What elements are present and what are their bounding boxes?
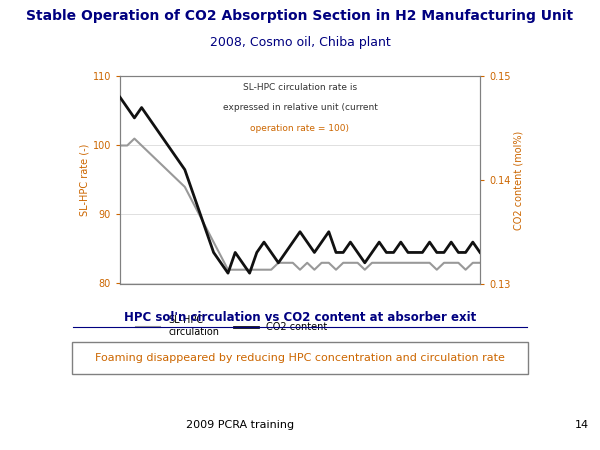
Text: 14: 14 xyxy=(575,420,589,430)
Text: expressed in relative unit (current: expressed in relative unit (current xyxy=(223,104,377,112)
Text: operation rate = 100): operation rate = 100) xyxy=(251,124,349,133)
Text: Stable Operation of CO2 Absorption Section in H2 Manufacturing Unit: Stable Operation of CO2 Absorption Secti… xyxy=(26,9,574,23)
FancyBboxPatch shape xyxy=(72,342,528,374)
Y-axis label: SL-HPC rate (-): SL-HPC rate (-) xyxy=(80,144,90,216)
Y-axis label: CO2 content (mol%): CO2 content (mol%) xyxy=(514,130,523,230)
Text: HPC sol'n circulation vs CO2 content at absorber exit: HPC sol'n circulation vs CO2 content at … xyxy=(124,311,476,324)
Text: SL-HPC circulation rate is: SL-HPC circulation rate is xyxy=(243,83,357,92)
Legend: SL-HPC
circulation, CO2 content: SL-HPC circulation, CO2 content xyxy=(132,311,331,341)
Text: 2008, Cosmo oil, Chiba plant: 2008, Cosmo oil, Chiba plant xyxy=(209,36,391,49)
Text: Foaming disappeared by reducing HPC concentration and circulation rate: Foaming disappeared by reducing HPC conc… xyxy=(95,353,505,363)
Text: 2009 PCRA training: 2009 PCRA training xyxy=(186,420,294,430)
